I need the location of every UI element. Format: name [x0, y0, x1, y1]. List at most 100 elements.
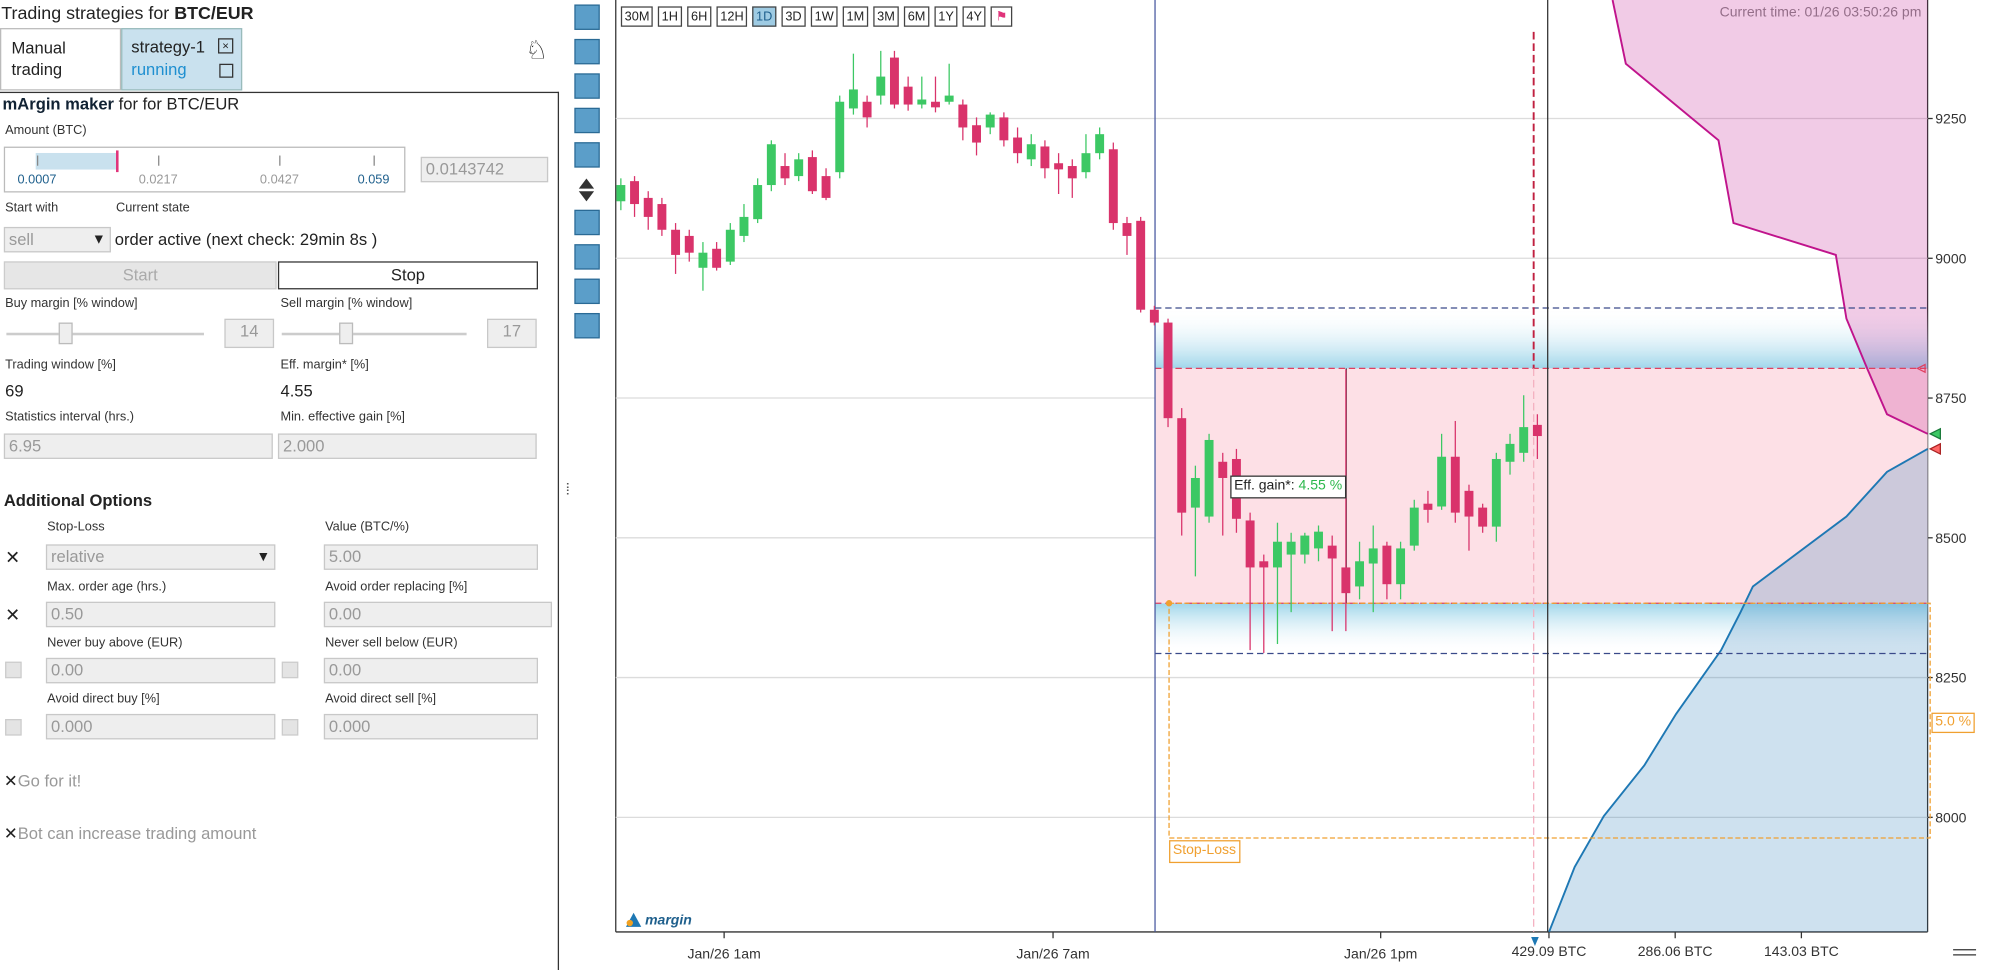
label: Avoid direct buy [%] [47, 692, 160, 707]
option[interactable]: ✕Bot can increase trading amount [3, 823, 257, 843]
checkbox[interactable] [281, 661, 299, 679]
candle-body [1108, 149, 1118, 224]
menu[interactable] [1953, 949, 1977, 956]
input[interactable]: 0.50 [45, 601, 276, 628]
label: Min. effective gain [%] [280, 410, 405, 425]
option-label: Bot can increase trading amount [17, 823, 257, 843]
stop-loss-label: Stop-Loss [1169, 840, 1240, 864]
page-title: Trading strategies for BTC/EUR [1, 3, 253, 23]
flag-button[interactable]: ⚑ [990, 6, 1013, 27]
tool-button[interactable] [574, 4, 600, 30]
eff-gain-box: Eff. gain*: 4.55 % [1230, 475, 1347, 499]
tool-button[interactable] [574, 73, 600, 99]
slider-track[interactable] [6, 332, 204, 336]
timeframe-button[interactable]: 6H [687, 6, 712, 27]
select[interactable]: sell ▼ [3, 226, 111, 253]
timeframe-button[interactable]: 30M [620, 6, 654, 27]
slider-tick [158, 155, 160, 166]
candle-body [1300, 535, 1310, 555]
close-icon[interactable]: × [218, 38, 234, 54]
state-text: order active (next check: 29min 8s ) [114, 229, 378, 249]
candle-body [1382, 545, 1392, 585]
timeframe-button[interactable]: 12H [716, 6, 748, 27]
popout-icon[interactable] [219, 63, 234, 78]
timeframe-button[interactable]: 6M [903, 6, 930, 27]
timeframe-button[interactable]: 1H [657, 6, 682, 27]
timeframe-button[interactable]: 3M [873, 6, 899, 27]
stop-button[interactable]: Stop [277, 261, 538, 290]
option[interactable]: ✕Go for it! [3, 771, 82, 791]
label: Sell margin [% window] [280, 297, 413, 312]
candle-body [1163, 322, 1173, 419]
candle-body [903, 86, 913, 105]
slider-knob[interactable] [58, 322, 73, 345]
tool-button[interactable] [578, 178, 595, 202]
tool-button[interactable] [574, 312, 600, 339]
input[interactable]: 2.000 [277, 433, 537, 459]
candle-body [1423, 503, 1433, 510]
timeframe-button[interactable]: 4Y [962, 6, 986, 27]
timeframe-button[interactable]: 3D [781, 6, 806, 27]
candle-body [944, 95, 954, 102]
y-tick-label: 9250 [1935, 111, 1966, 127]
timeframe-button[interactable]: 1Y [934, 6, 958, 27]
input[interactable]: 0.000 [323, 713, 538, 740]
eff-gain-value: 4.55 % [1298, 478, 1343, 494]
checkbox-x[interactable]: ✕ [5, 604, 21, 625]
select-value: relative [50, 546, 105, 567]
candle-body [999, 117, 1009, 141]
depth-line [1548, 448, 1929, 933]
tab[interactable]: strategy-1 running × [121, 28, 243, 91]
candle-body [753, 185, 763, 220]
tool-button[interactable] [574, 278, 600, 305]
tool-button[interactable] [574, 38, 600, 65]
input[interactable]: 17 [487, 318, 537, 349]
amount-input[interactable]: 0.0143742 [420, 156, 549, 183]
x-tick-label: Jan/26 7am [1016, 946, 1089, 962]
checkbox[interactable] [281, 719, 299, 736]
title-pair: BTC/EUR [174, 2, 254, 23]
candle-body [1013, 137, 1023, 154]
timeframe-button[interactable]: 1W [810, 6, 838, 27]
candle-body [1273, 541, 1282, 568]
logo-text: margin [645, 911, 692, 927]
tool-button[interactable] [574, 107, 600, 134]
logo-icon [626, 919, 633, 927]
resize-handle[interactable]: ⦙ [566, 482, 569, 499]
strategy-suffix: for for BTC/EUR [118, 94, 240, 114]
input[interactable]: 5.00 [323, 544, 538, 570]
start-button[interactable]: Start [3, 261, 277, 290]
input[interactable]: 0.00 [323, 601, 553, 628]
candle-body [739, 216, 749, 236]
tool-button[interactable] [574, 244, 600, 270]
input[interactable]: 0.00 [323, 657, 538, 684]
label: Buy margin [% window] [5, 297, 138, 312]
slider-track[interactable] [281, 332, 467, 336]
input[interactable]: 14 [224, 318, 275, 349]
candle-body [1081, 153, 1091, 173]
y-tick-label: 9000 [1935, 250, 1966, 266]
tab[interactable]: Manual trading [0, 28, 122, 91]
select[interactable]: relative ▼ [45, 544, 276, 570]
label: Avoid direct sell [%] [325, 692, 437, 707]
settings-icon[interactable]: ♘ [525, 36, 549, 66]
input[interactable]: 6.95 [3, 433, 273, 459]
slider-knob[interactable] [339, 322, 354, 345]
checkbox[interactable] [5, 719, 22, 736]
input[interactable]: 0.00 [45, 657, 276, 684]
label: Never sell below (EUR) [325, 636, 458, 651]
tab-label: strategy-1 [131, 36, 206, 57]
checkbox-x[interactable]: ✕ [5, 546, 21, 568]
label: Max. order age (hrs.) [47, 580, 167, 595]
title-prefix: Trading strategies for [1, 2, 170, 23]
checkbox[interactable] [5, 661, 22, 679]
amount-slider[interactable]: 0.0007 0.0217 0.0427 0.059 [3, 146, 406, 193]
input[interactable]: 0.000 [45, 713, 276, 740]
timeframe-button[interactable]: 1D [752, 6, 777, 27]
tool-button[interactable] [574, 209, 600, 236]
timeframe-button[interactable]: 1M [842, 6, 869, 27]
candle-body [1355, 561, 1365, 587]
tool-button[interactable] [574, 142, 600, 168]
